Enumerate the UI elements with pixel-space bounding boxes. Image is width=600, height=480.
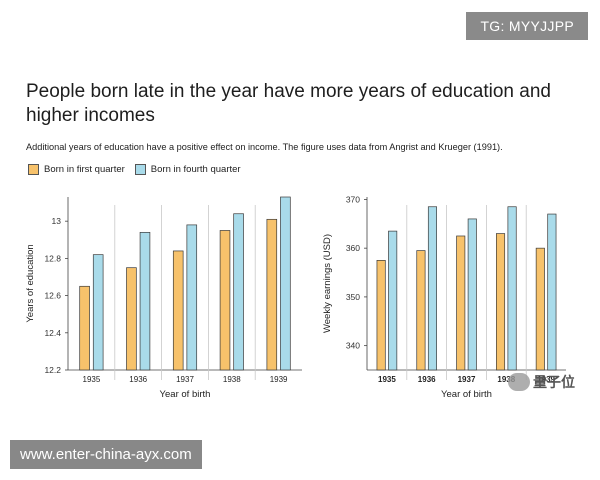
bar-fourth-quarter-1937: [186, 224, 198, 371]
bar-first-quarter-1936: [416, 250, 426, 371]
x-axis-label: Year of birth: [441, 389, 492, 400]
x-tick-label: 1937: [458, 375, 476, 384]
bar-fourth-quarter-1938: [233, 213, 244, 371]
x-tick-label: 1938: [497, 375, 515, 384]
watermark-logo-icon: [508, 373, 530, 391]
bar-fourth-quarter-1936: [139, 231, 151, 371]
bottom-url-badge: www.enter-china-ayx.com: [10, 440, 202, 469]
watermark-text: 量子位: [533, 374, 575, 390]
x-tick-label: 1936: [418, 375, 436, 384]
legend-swatch-fourth-quarter: [134, 164, 146, 175]
bar-first-quarter-1936: [126, 267, 137, 371]
bar-first-quarter-1937: [456, 235, 466, 371]
legend-item-fourth-quarter: Born in fourth quarter: [134, 164, 241, 175]
bar-first-quarter-1937: [172, 250, 184, 371]
y-axis-label: Weekly earnings (USD): [322, 234, 333, 333]
x-tick-label: 1938: [223, 375, 241, 384]
y-tick-label: 350: [346, 292, 360, 302]
bar-fourth-quarter-1939: [280, 196, 291, 371]
bar-fourth-quarter-1939: [547, 213, 557, 371]
top-watermark-badge: TG: MYYJJPP: [466, 12, 588, 40]
y-axis-label: Years of education: [25, 244, 36, 322]
bar-first-quarter-1935: [376, 260, 386, 371]
legend-item-first-quarter: Born in first quarter: [28, 164, 125, 175]
legend-label-first-quarter: Born in first quarter: [44, 164, 125, 175]
bar-first-quarter-1935: [79, 285, 90, 371]
chart-2: 340 350 360 370 Weekly earnings (USD) 1935 193…: [322, 194, 566, 400]
x-axis-label: Year of birth: [160, 389, 211, 400]
chart-title: People born late in the year have more y…: [26, 81, 551, 126]
y-tick-label: 340: [346, 341, 360, 351]
bar-fourth-quarter-1935: [388, 230, 398, 371]
bar-first-quarter-1939: [266, 218, 278, 371]
legend-label-fourth-quarter: Born in fourth quarter: [150, 164, 241, 175]
x-tick-label: 1935: [83, 375, 101, 384]
chart-1: 12.2 12.4 12.6 12.8 13 Years of education 1935…: [25, 196, 302, 400]
x-tick-label: 1935: [378, 375, 396, 384]
x-tick-label: 1939: [537, 375, 555, 384]
bar-first-quarter-1938: [496, 233, 506, 371]
y-tick-label: 12.4: [44, 328, 61, 338]
y-tick-label: 13: [52, 216, 62, 226]
y-tick-label: 12.6: [44, 291, 61, 301]
bar-first-quarter-1939: [535, 247, 545, 371]
x-tick-label: 1937: [176, 375, 194, 384]
bar-fourth-quarter-1938: [507, 206, 517, 371]
x-tick-label: 1939: [270, 375, 288, 384]
legend: Born in first quarter Born in fourth qua…: [28, 164, 251, 175]
chart-subtitle: Additional years of education have a pos…: [26, 142, 503, 152]
y-tick-label: 12.8: [44, 253, 61, 263]
bar-fourth-quarter-1937: [467, 218, 477, 371]
bar-fourth-quarter-1936: [427, 206, 437, 371]
y-tick-label: 370: [346, 194, 360, 204]
y-tick-label: 12.2: [44, 365, 61, 375]
corner-watermark: 量子位: [508, 372, 575, 392]
bar-first-quarter-1938: [219, 230, 231, 371]
bar-fourth-quarter-1935: [92, 254, 104, 371]
legend-swatch-first-quarter: [28, 164, 39, 175]
x-tick-label: 1936: [129, 375, 147, 384]
y-tick-label: 360: [346, 243, 360, 253]
